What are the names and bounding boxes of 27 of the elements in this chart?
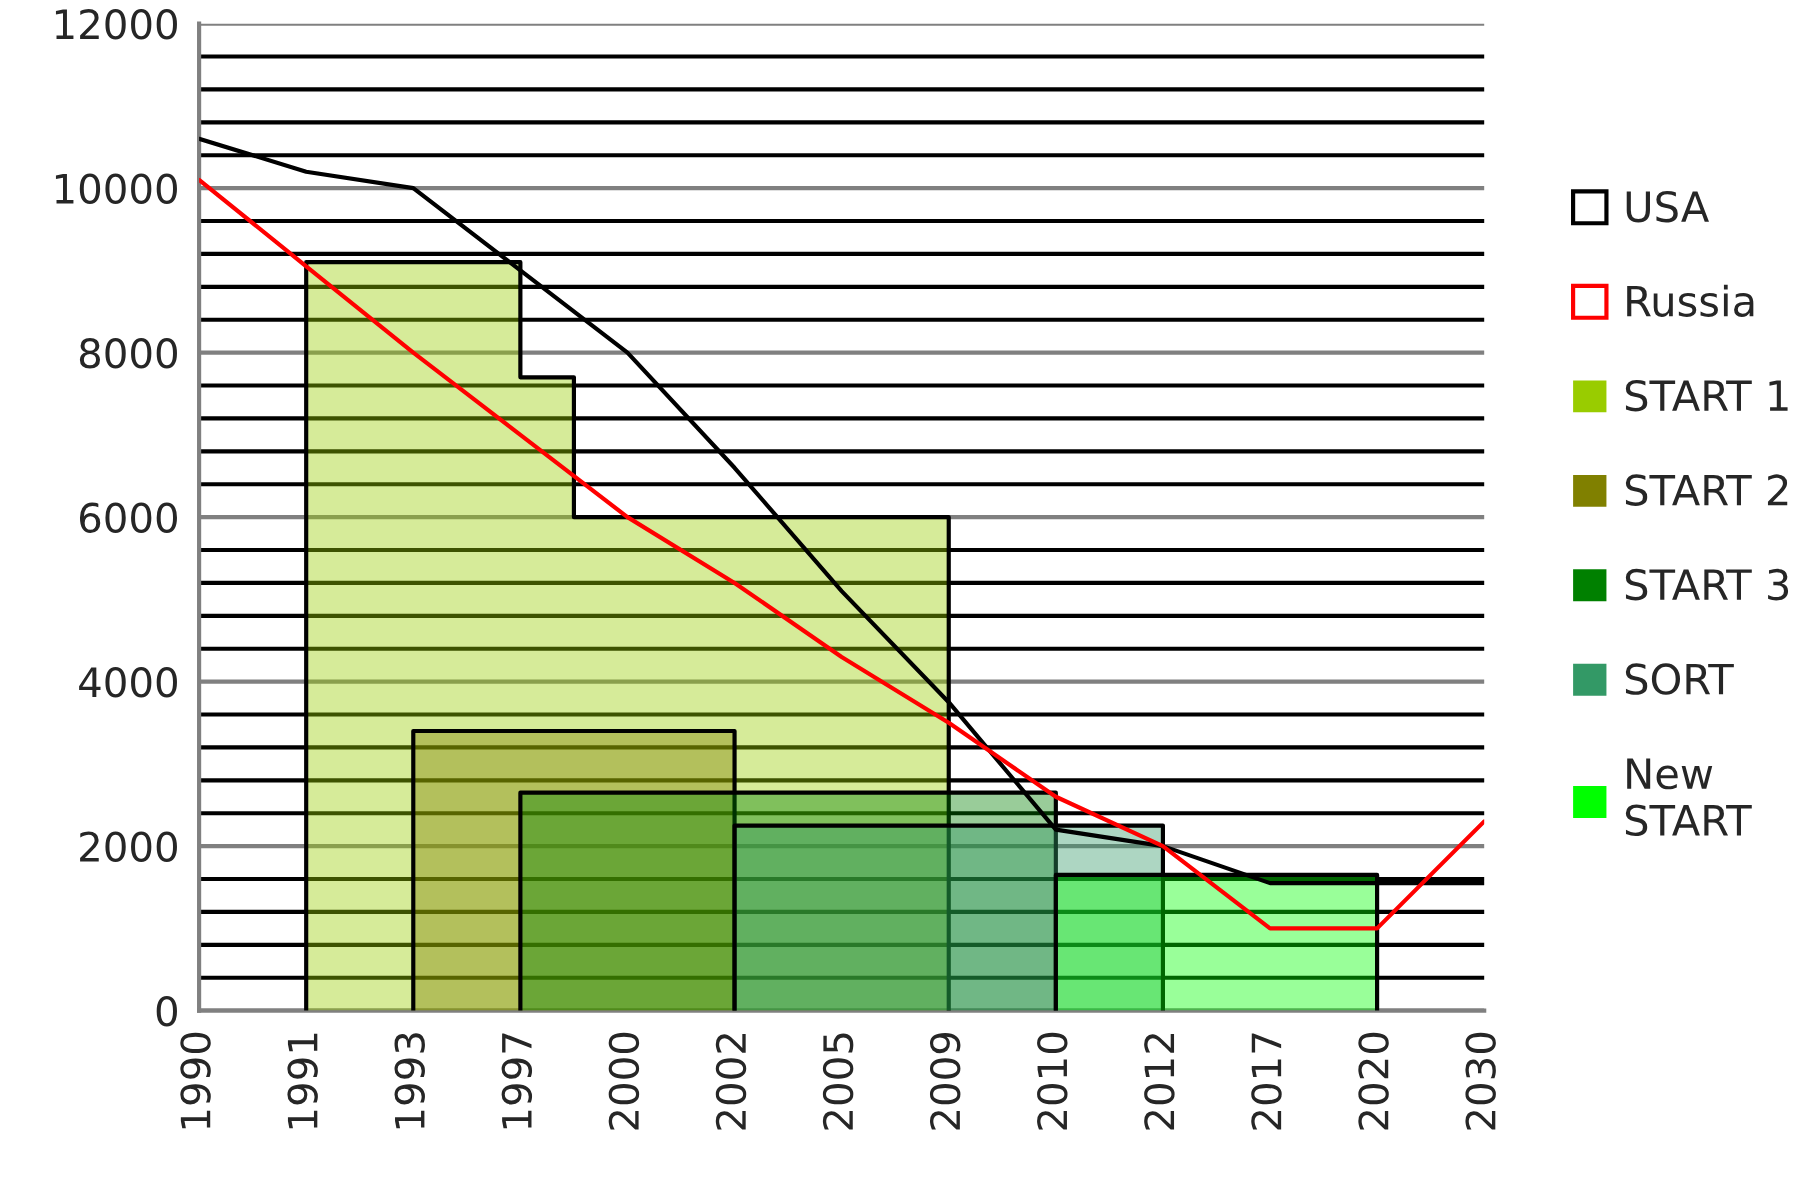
x-tick-label: 2002 — [715, 1034, 747, 1130]
x-tick-label: 2020 — [1358, 1032, 1389, 1130]
y-tick-label: 12000 — [55, 9, 177, 40]
legend-label: Russia — [1627, 284, 1754, 317]
legend-label: START 2 — [1625, 474, 1788, 506]
x-tick-label: 2017 — [1251, 1033, 1282, 1130]
x-tick-label: 1993 — [394, 1033, 425, 1129]
legend-label: START 1 — [1625, 379, 1788, 412]
legend-label: SORT — [1625, 663, 1734, 695]
x-tick-label: 2000 — [608, 1032, 640, 1130]
y-tick-label: 8000 — [79, 338, 177, 369]
x-tick-label: 2030 — [1465, 1032, 1496, 1130]
y-tick-label: 2000 — [80, 831, 177, 862]
x-tick-label: 1990 — [180, 1032, 211, 1129]
x-tick-label: 1997 — [501, 1033, 533, 1129]
legend-label: New START — [1625, 758, 1752, 837]
x-tick-label: 2005 — [822, 1033, 854, 1130]
x-tick-label: 2009 — [929, 1032, 961, 1130]
x-tick-label: 1991 — [287, 1033, 318, 1129]
y-tick-label: 0 — [156, 996, 177, 1027]
y-tick-label: 6000 — [79, 502, 177, 533]
legend-label: USA — [1626, 190, 1709, 223]
y-tick-label: 10000 — [55, 173, 177, 205]
x-tick-label: 2012 — [1144, 1034, 1175, 1130]
x-tick-label: 2010 — [1037, 1032, 1068, 1130]
legend-label: START 3 — [1625, 568, 1789, 601]
y-tick-label: 4000 — [79, 667, 177, 698]
